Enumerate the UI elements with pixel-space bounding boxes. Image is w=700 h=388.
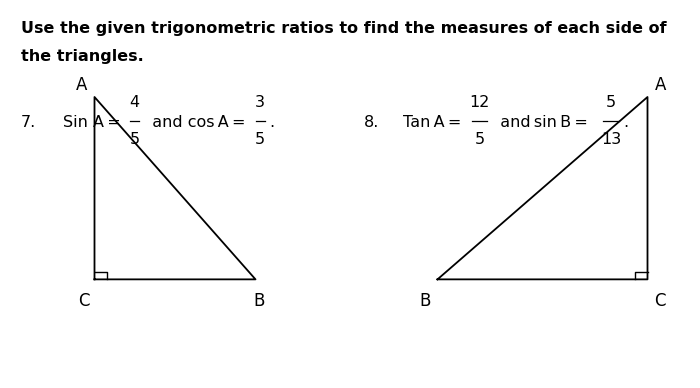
Text: 5: 5 (130, 132, 140, 147)
Text: Use the given trigonometric ratios to find the measures of each side of: Use the given trigonometric ratios to fi… (21, 21, 666, 36)
Text: 5: 5 (475, 132, 484, 147)
Text: 7.: 7. (21, 115, 36, 130)
Text: C: C (78, 292, 90, 310)
Text: 5: 5 (606, 95, 616, 110)
Text: 13: 13 (601, 132, 621, 147)
Text: and cos A =: and cos A = (149, 115, 249, 130)
Text: A: A (76, 76, 88, 94)
Text: 12: 12 (469, 95, 490, 110)
Text: and sin B =: and sin B = (497, 115, 591, 130)
Text: Tan A =: Tan A = (402, 115, 464, 130)
Text: B: B (419, 292, 430, 310)
Text: .: . (270, 115, 274, 130)
Text: 8.: 8. (364, 115, 379, 130)
Text: Sin A =: Sin A = (63, 115, 124, 130)
Text: 4: 4 (130, 95, 140, 110)
Text: 5: 5 (255, 132, 265, 147)
Text: C: C (654, 292, 666, 310)
Text: 3: 3 (255, 95, 265, 110)
Text: B: B (253, 292, 265, 310)
Text: A: A (654, 76, 666, 94)
Text: the triangles.: the triangles. (21, 48, 144, 64)
Text: .: . (624, 115, 629, 130)
